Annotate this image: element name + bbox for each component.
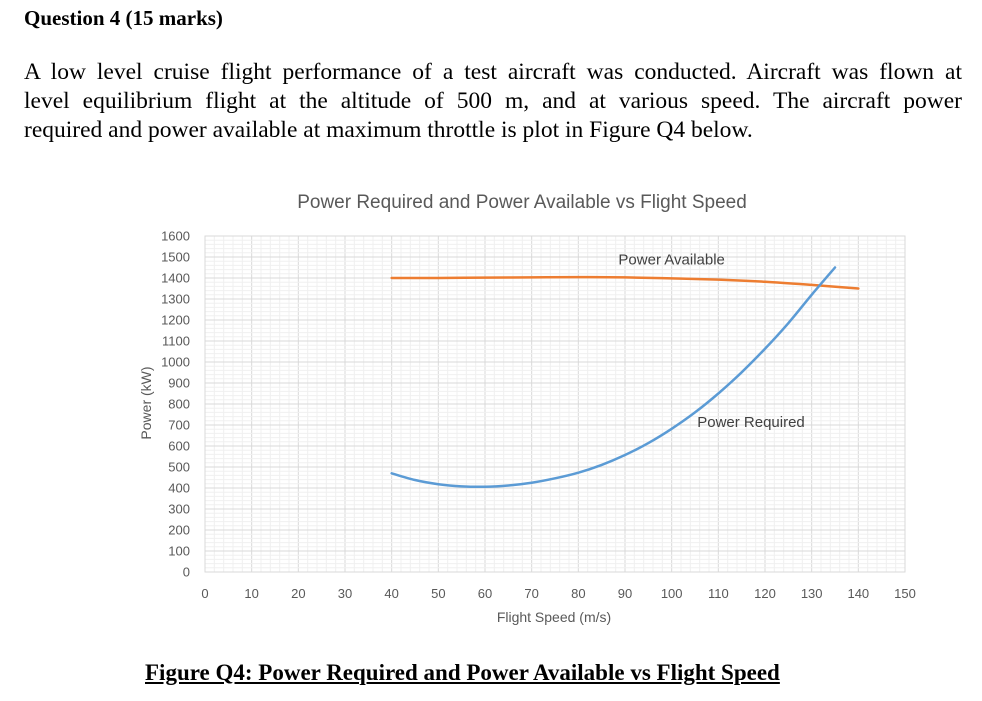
y-tick-label: 1300 [161, 292, 190, 307]
y-tick-label: 1600 [161, 229, 190, 244]
y-tick-label: 1500 [161, 250, 190, 265]
x-tick-label: 50 [431, 586, 445, 601]
y-tick-label: 100 [168, 544, 190, 559]
y-tick-label: 800 [168, 397, 190, 412]
x-tick-label: 30 [338, 586, 352, 601]
y-tick-label: 300 [168, 502, 190, 517]
y-tick-label: 1000 [161, 355, 190, 370]
x-tick-label: 80 [571, 586, 585, 601]
power-required-series-line [390, 266, 837, 489]
chart-series [390, 266, 860, 489]
power-available-series-line [390, 275, 860, 290]
x-tick-label: 130 [801, 586, 823, 601]
chart-title: Power Required and Power Available vs Fl… [297, 192, 747, 213]
power-available-label: Power Available [618, 251, 724, 268]
figure-caption: Figure Q4: Power Required and Power Avai… [145, 660, 780, 685]
plot-area-border [204, 235, 906, 573]
y-tick-label: 200 [168, 523, 190, 538]
question-paragraph: A low level cruise flight performance of… [24, 58, 962, 145]
y-tick-label: 1200 [161, 313, 190, 328]
power-required-label: Power Required [697, 414, 805, 431]
x-tick-label: 70 [524, 586, 538, 601]
x-tick-label: 60 [478, 586, 492, 601]
chart-grid [204, 235, 906, 573]
paragraph-line: required and power available at maximum … [24, 117, 753, 143]
x-tick-label: 110 [708, 586, 729, 601]
x-tick-label: 120 [754, 586, 776, 601]
x-tick-label: 140 [847, 586, 869, 601]
y-axis-label: Power (kW) [138, 366, 154, 439]
x-tick-label: 10 [244, 586, 258, 601]
x-tick-label: 40 [384, 586, 398, 601]
paragraph-line: level equilibrium flight at the altitude… [24, 88, 962, 114]
y-tick-label: 1400 [161, 271, 190, 286]
x-tick-label: 90 [618, 586, 632, 601]
question-heading: Question 4 (15 marks) [24, 6, 223, 30]
x-tick-label: 150 [894, 586, 916, 601]
chart-ticks: 0 10 20 30 40 50 60 70 80 90 100 110 120 130 140 150010… [161, 229, 916, 602]
y-tick-label: 1100 [162, 334, 190, 349]
x-tick-label: 20 [291, 586, 305, 601]
paragraph-line: A low level cruise flight performance of… [24, 59, 962, 85]
chart-labels: Power Available Power Required [618, 251, 804, 431]
x-axis-label: Flight Speed (m/s) [497, 609, 611, 625]
y-tick-label: 600 [168, 439, 190, 454]
x-tick-label: 0 [201, 586, 208, 601]
y-tick-label: 0 [183, 565, 190, 580]
y-tick-label: 400 [168, 481, 190, 496]
y-tick-label: 500 [168, 460, 190, 475]
y-tick-label: 700 [168, 418, 190, 433]
y-tick-label: 900 [168, 376, 190, 391]
x-tick-label: 100 [661, 586, 683, 601]
